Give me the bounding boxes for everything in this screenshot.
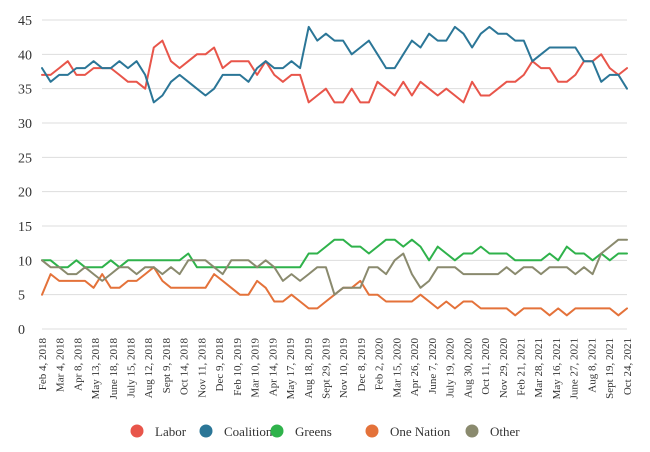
x-tick-label: Oct 24, 2021 xyxy=(622,338,634,395)
legend-marker-other xyxy=(465,424,479,438)
legend: Labor Coalition Greens One Nation Other xyxy=(130,424,520,439)
x-tick-label: Apr 26, 2020 xyxy=(409,338,421,397)
y-tick-label: 35 xyxy=(18,83,32,98)
y-axis-ticks: 0 5 10 15 20 25 30 35 40 45 xyxy=(18,14,32,338)
x-tick-label: June 7, 2020 xyxy=(427,338,439,394)
x-tick-label: Nov 10, 2019 xyxy=(338,338,350,399)
series-lines xyxy=(41,25,628,317)
legend-label-greens: Greens xyxy=(295,424,332,439)
x-tick-label: May 13, 2018 xyxy=(90,338,102,400)
legend-marker-greens xyxy=(270,424,284,438)
x-tick-label: Oct 14, 2018 xyxy=(179,338,191,396)
x-tick-label: May 17, 2019 xyxy=(285,338,297,400)
x-tick-label: Feb 2, 2020 xyxy=(374,338,386,391)
series-line-labor xyxy=(41,39,628,104)
y-tick-label: 5 xyxy=(18,289,25,304)
legend-label-labor: Labor xyxy=(155,424,187,439)
x-tick-label: Mar 4, 2018 xyxy=(55,338,67,393)
y-tick-label: 20 xyxy=(18,186,32,201)
legend-label-coalition: Coalition xyxy=(224,424,273,439)
x-tick-label: Mar 28, 2021 xyxy=(533,338,545,398)
series-line-coalition xyxy=(41,25,628,104)
x-axis-ticks: Feb 4, 2018 Mar 4, 2018 Apr 8, 2018 May 13,… xyxy=(37,338,634,400)
x-tick-label: Sept 29, 2019 xyxy=(320,338,332,399)
y-tick-label: 0 xyxy=(18,323,25,338)
y-tick-label: 10 xyxy=(18,254,32,269)
x-tick-label: Dec 8, 2019 xyxy=(356,338,368,392)
x-tick-label: Aug 18, 2019 xyxy=(303,338,315,399)
x-tick-label: Sept 9, 2018 xyxy=(161,338,173,394)
x-tick-label: June 18, 2018 xyxy=(108,338,120,400)
y-tick-label: 40 xyxy=(18,48,32,63)
x-tick-label: Dec 9, 2018 xyxy=(214,338,226,392)
series-line-one-nation xyxy=(41,266,628,317)
x-tick-label: Sept 19, 2021 xyxy=(604,338,616,399)
x-tick-label: June 27, 2021 xyxy=(569,338,581,399)
x-tick-label: Apr 8, 2018 xyxy=(72,338,84,391)
x-tick-label: Mar 15, 2020 xyxy=(391,338,403,398)
legend-marker-labor xyxy=(130,424,144,438)
series-line-greens xyxy=(41,238,628,269)
x-tick-label: May 16, 2021 xyxy=(551,338,563,399)
x-tick-label: July 15, 2018 xyxy=(125,338,137,398)
x-tick-label: Oct 11, 2020 xyxy=(480,338,492,395)
y-tick-label: 25 xyxy=(18,151,32,166)
x-tick-label: Apr 14, 2019 xyxy=(267,338,279,397)
x-tick-label: July 19, 2020 xyxy=(445,338,457,398)
x-tick-label: Aug 8, 2021 xyxy=(586,338,598,393)
legend-label-other: Other xyxy=(490,424,520,439)
x-tick-label: Feb 21, 2021 xyxy=(515,338,527,396)
x-tick-label: Aug 12, 2018 xyxy=(143,338,155,399)
x-tick-label: Aug 30, 2020 xyxy=(462,338,474,399)
x-tick-label: Nov 29, 2020 xyxy=(498,338,510,399)
legend-marker-coalition xyxy=(199,424,213,438)
legend-label-one-nation: One Nation xyxy=(390,424,451,439)
y-tick-label: 45 xyxy=(18,14,32,29)
series-line-other xyxy=(41,238,628,296)
y-tick-label: 30 xyxy=(18,117,32,132)
x-tick-label: Feb 4, 2018 xyxy=(37,338,49,391)
x-tick-label: Nov 11, 2018 xyxy=(196,338,208,398)
x-tick-label: Mar 10, 2019 xyxy=(250,338,262,398)
legend-marker-one-nation xyxy=(365,424,379,438)
y-tick-label: 15 xyxy=(18,220,32,235)
x-tick-label: Feb 10, 2019 xyxy=(232,338,244,396)
